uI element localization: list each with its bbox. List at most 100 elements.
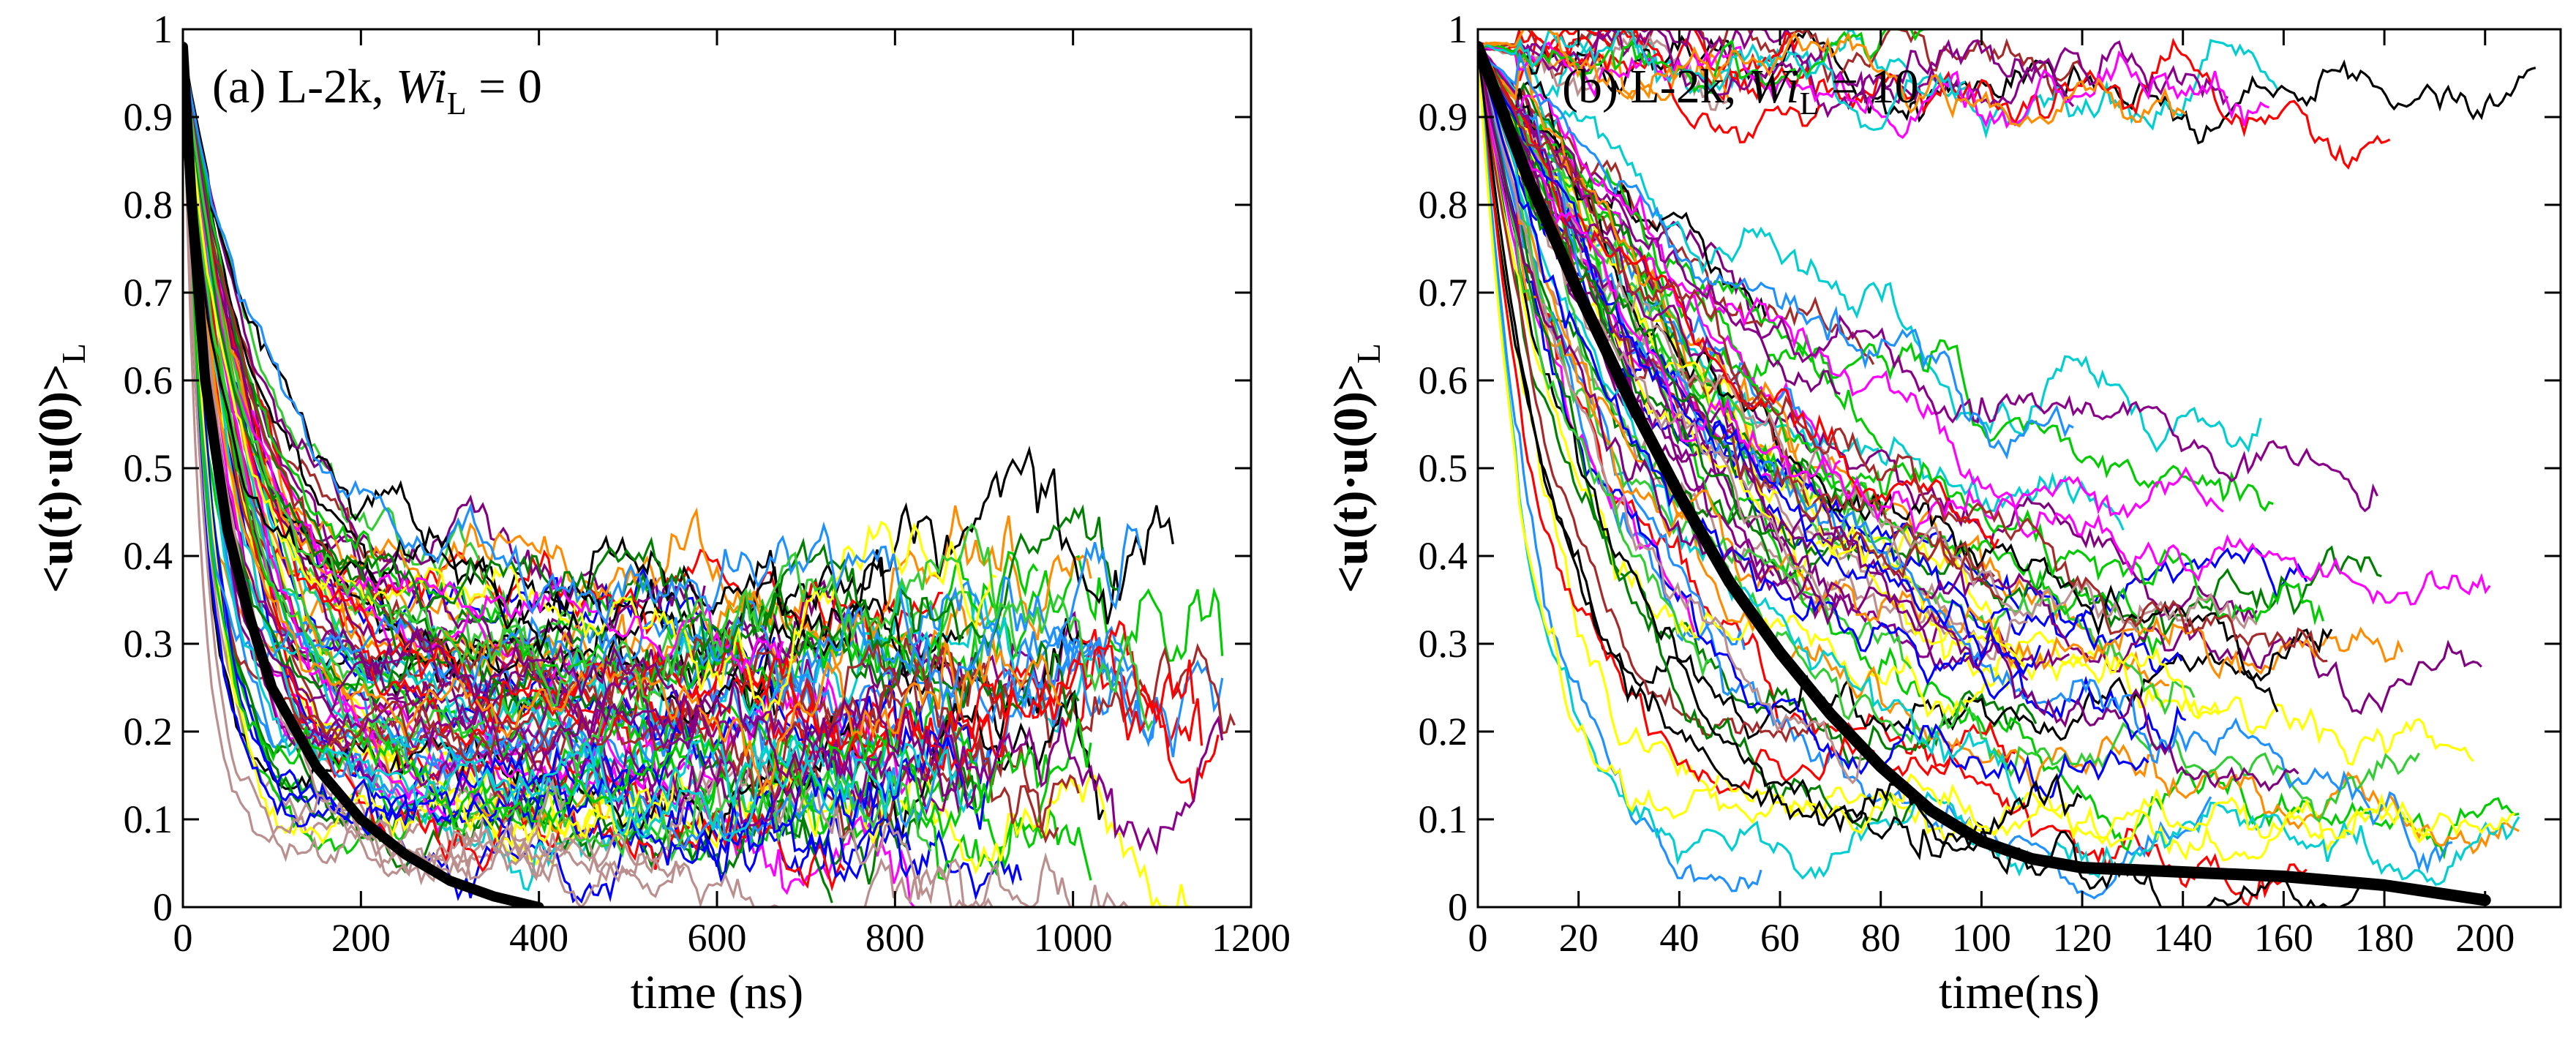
x-tick-label-b: 40	[1659, 916, 1699, 960]
y-tick-label-a: 0.1	[124, 797, 173, 841]
y-tick-label-b: 0.1	[1419, 797, 1468, 841]
trajectory-line-a	[183, 45, 973, 843]
x-tick-label-b: 100	[1952, 916, 2011, 960]
trajectory-line-b	[1478, 46, 1800, 459]
trajectory-line-a	[183, 48, 1220, 803]
trajectory-line-b	[1478, 29, 1928, 94]
x-tick-label-b: 20	[1559, 916, 1599, 960]
trajectory-line-a	[183, 47, 509, 664]
trajectory-line-b	[1478, 45, 1999, 551]
trajectory-line-b	[1478, 45, 2274, 512]
trajectory-line-b	[1478, 49, 1817, 743]
y-tick-label-b: 1	[1448, 7, 1468, 51]
trajectory-line-b	[1478, 41, 2270, 139]
x-tick-label-a: 600	[688, 916, 747, 960]
trajectory-line-b	[1478, 29, 2391, 170]
y-tick-label-b: 0.5	[1419, 446, 1468, 490]
trajectory-line-b	[1478, 45, 1933, 829]
panel-b: 0 20 40 60 80 100 120 140 160 180 200 0 0.1 0.2 0.3 0.4…	[1324, 7, 2562, 1019]
y-tick-label-b: 0.6	[1419, 358, 1468, 402]
panel-label-b-tail: = 10	[1819, 60, 1918, 113]
y-tick-label-a: 0	[153, 885, 173, 929]
y-axis-title-a-main: <u(t)·u(0)>	[29, 364, 83, 593]
trajectory-line-a	[183, 45, 681, 827]
trajectory-line-a	[183, 46, 1014, 687]
panel-label-a-italic: Wi	[396, 60, 447, 113]
panel-label-b-sub: L	[1799, 86, 1819, 121]
trajectory-line-a	[183, 48, 903, 814]
x-tick-label-a: 400	[509, 916, 568, 960]
trajectory-line-a	[183, 48, 686, 907]
panel-label-a-main: (a) L-2k,	[212, 60, 396, 113]
y-axis-title-a-sub: L	[55, 343, 92, 364]
trajectory-line-a	[183, 46, 1120, 653]
trajectory-line-a	[183, 48, 566, 886]
average-curve-a	[183, 42, 544, 907]
ticks-a: 0 200 400 600 800 1000 1200 0 0.1 0.2 0.3 0.4 0.5 0.6…	[124, 7, 1291, 960]
panel-label-b-italic: Wi	[1749, 60, 1800, 113]
y-tick-label-a: 0.9	[124, 95, 173, 139]
trajectory-line-b	[1478, 29, 2228, 119]
x-tick-label-b: 80	[1861, 916, 1901, 960]
trajectory-line-a	[183, 48, 943, 644]
trajectory-line-b	[1478, 44, 2042, 676]
average-curve-b	[1478, 41, 2491, 906]
trajectory-line-a	[183, 46, 997, 721]
y-tick-label-b: 0.3	[1419, 622, 1468, 666]
x-tick-label-b: 200	[2455, 916, 2515, 960]
trajectories-a	[183, 43, 1236, 907]
trajectory-line-a	[183, 48, 648, 773]
trajectory-line-b	[1478, 45, 1824, 556]
x-tick-label-a: 1000	[1034, 916, 1113, 960]
trajectory-line-b	[1478, 48, 2038, 766]
trajectory-line-a	[183, 47, 1141, 701]
trajectory-line-a	[183, 45, 1092, 841]
trajectory-line-b	[1478, 29, 2279, 140]
trajectory-line-a	[183, 47, 1146, 829]
trajectory-line-a	[183, 48, 1125, 710]
trajectory-line-b	[1478, 47, 1712, 678]
y-tick-label-a: 0.3	[124, 622, 173, 666]
x-tick-label-a: 200	[331, 916, 391, 960]
x-tick-label-b: 160	[2254, 916, 2313, 960]
y-tick-label-a: 0.8	[124, 183, 173, 227]
trajectory-line-a	[183, 47, 956, 713]
panel-label-a: (a) L-2k, WiL = 0	[212, 60, 542, 121]
trajectories-b	[1478, 29, 2536, 907]
trajectory-line-b	[1478, 43, 2224, 519]
trajectory-line-b	[1478, 43, 2016, 794]
trajectory-line-b	[1478, 47, 2328, 663]
y-tick-label-b: 0.2	[1419, 710, 1468, 753]
y-tick-label-b: 0.4	[1419, 534, 1468, 578]
x-axis-title-b: time(ns)	[1939, 966, 2100, 1019]
trajectory-line-a	[183, 46, 1154, 732]
ticks-b: 0 20 40 60 80 100 120 140 160 180 200 0 0.1 0.2 0.3 0.4…	[1419, 7, 2561, 960]
x-tick-label-b: 120	[2053, 916, 2112, 960]
trajectory-line-b	[1478, 45, 2378, 513]
y-tick-label-a: 0.6	[124, 358, 173, 402]
y-axis-title-a: <u(t)·u(0)>L	[29, 343, 92, 593]
panel-label-a-tail: = 0	[467, 60, 542, 113]
trajectory-line-b	[1478, 48, 2515, 841]
trajectory-line-b	[1478, 45, 1949, 637]
y-tick-label-b: 0.9	[1419, 95, 1468, 139]
trajectory-line-b	[1478, 45, 2404, 680]
x-tick-label-b: 60	[1760, 916, 1800, 960]
y-tick-label-a: 1	[153, 7, 173, 51]
trajectory-line-b	[1478, 45, 1883, 514]
trajectory-line-b	[1478, 49, 2299, 792]
trajectory-line-b	[1478, 45, 1891, 785]
trajectory-line-b	[1478, 46, 1841, 626]
trajectory-line-b	[1478, 47, 2074, 460]
y-tick-label-b: 0.8	[1419, 183, 1468, 227]
y-tick-label-b: 0	[1448, 885, 1468, 929]
x-tick-label-a: 800	[865, 916, 925, 960]
trajectory-line-b	[1478, 47, 2004, 601]
y-tick-label-a: 0.7	[124, 271, 173, 315]
trajectory-line-b	[1478, 29, 2187, 128]
trajectory-line-a	[183, 45, 1153, 907]
trajectory-line-b	[1478, 46, 2125, 531]
panel-label-b: (b) L-2k, WiL = 10	[1562, 60, 1919, 121]
trajectory-line-b	[1478, 43, 2520, 887]
